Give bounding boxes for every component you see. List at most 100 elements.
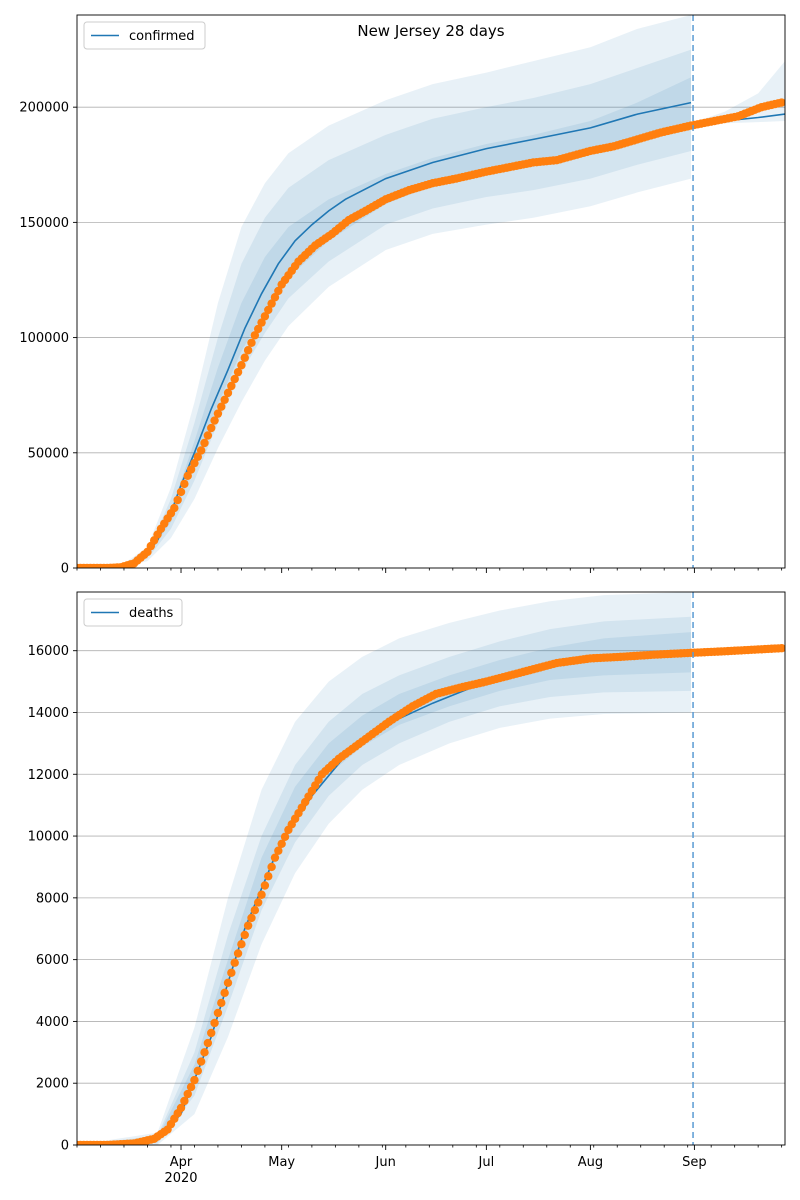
observed-point [233, 949, 243, 958]
observed-point [777, 644, 785, 653]
uncertainty-band [77, 77, 692, 568]
observed-point [213, 409, 223, 418]
observed-point [230, 958, 239, 967]
observed-point [260, 312, 270, 321]
observed-point [243, 921, 253, 930]
observed-point [183, 1089, 192, 1099]
x-tick-label: Apr [170, 1155, 193, 1170]
observed-point [233, 367, 243, 377]
observed-point [267, 299, 276, 308]
plot-area [77, 592, 785, 1145]
x-year-label: 2020 [164, 1171, 197, 1186]
chart-title: New Jersey 28 days [357, 22, 504, 40]
observed-point [170, 503, 179, 513]
x-tick-label: Jun [375, 1155, 396, 1170]
observed-point [190, 458, 199, 468]
observed-point [173, 495, 182, 505]
uncertainty-band [77, 49, 692, 568]
observed-point [237, 939, 246, 949]
observed-point [240, 353, 249, 362]
y-tick-label: 50000 [28, 446, 69, 461]
legend-label: confirmed [129, 29, 195, 44]
axes-frame [76, 591, 786, 1146]
observed-point [213, 1008, 223, 1018]
observed-point [257, 318, 266, 327]
observed-point [264, 872, 273, 881]
legend: deaths [83, 598, 183, 627]
observed-point [247, 913, 256, 923]
y-tick-label: 6000 [36, 953, 69, 968]
observed-point [220, 988, 229, 998]
observed-point [227, 968, 236, 977]
observed-point [207, 1028, 216, 1038]
observed-point [270, 293, 280, 302]
observed-point [270, 853, 280, 862]
uncertainty-band [77, 592, 692, 1145]
legend-label: deaths [129, 606, 174, 621]
x-tick-label: Sep [682, 1155, 707, 1170]
legend: confirmed [83, 21, 206, 50]
observed-point [207, 423, 216, 433]
observed-point [203, 431, 213, 440]
observed-point [280, 832, 290, 842]
y-tick-label: 0 [61, 1139, 69, 1154]
x-tick-label: Aug [578, 1155, 603, 1170]
observed-point [217, 998, 226, 1008]
observed-point [186, 1082, 196, 1092]
observed-point [190, 1075, 199, 1085]
observed-point [250, 906, 260, 915]
observed-point [220, 395, 229, 404]
observed-point [257, 890, 266, 899]
observed-point [267, 862, 276, 872]
observed-point [180, 1096, 189, 1106]
y-tick-label: 10000 [28, 830, 69, 845]
observed-point [203, 1038, 213, 1048]
observed-point [193, 452, 202, 462]
y-tick-label: 12000 [28, 768, 69, 783]
y-tick-label: 100000 [19, 331, 69, 346]
observed-point [223, 978, 233, 988]
deaths-panel: 0 2000 4000 6000 8000 10000 12000 14000 16000 Apr… [28, 591, 786, 1186]
uncertainty-band [77, 15, 692, 568]
observed-point [210, 1018, 219, 1028]
observed-point [274, 846, 283, 855]
y-tick-label: 14000 [28, 706, 69, 721]
observed-point [247, 338, 256, 347]
observed-point [227, 381, 236, 391]
x-tick-label: Jul [478, 1155, 495, 1170]
observed-point [253, 324, 263, 334]
y-tick-label: 200000 [19, 101, 69, 116]
observed-point [777, 98, 785, 107]
observed-point [240, 930, 249, 940]
x-tick-label: May [268, 1155, 295, 1170]
observed-point [183, 471, 192, 481]
axes-frame [76, 14, 786, 569]
observed-point [274, 286, 283, 296]
y-tick-label: 150000 [19, 216, 69, 231]
plot-area [77, 15, 785, 568]
observed-point [253, 898, 263, 907]
y-tick-label: 0 [61, 562, 69, 577]
y-tick-label: 8000 [36, 891, 69, 906]
y-tick-label: 2000 [36, 1077, 69, 1092]
observed-point [200, 1048, 209, 1057]
observed-point [196, 1057, 206, 1066]
legend-box [83, 598, 183, 627]
observed-point [277, 839, 286, 848]
observed-point [250, 331, 260, 340]
y-tick-label: 4000 [36, 1015, 69, 1030]
y-tick-label: 16000 [28, 644, 69, 659]
observed-point [217, 402, 226, 411]
observed-point [237, 361, 246, 370]
observed-point [260, 881, 270, 890]
observed-point [264, 305, 273, 315]
legend-box [83, 21, 206, 50]
observed-point [186, 465, 196, 474]
observed-point [196, 446, 206, 455]
observed-point [243, 346, 253, 355]
observed-point [223, 388, 233, 398]
confirmed-panel: 0 50000 100000 150000 200000 New Jersey 28 da… [19, 14, 786, 577]
observed-point [200, 438, 209, 448]
observed-point [230, 374, 239, 384]
